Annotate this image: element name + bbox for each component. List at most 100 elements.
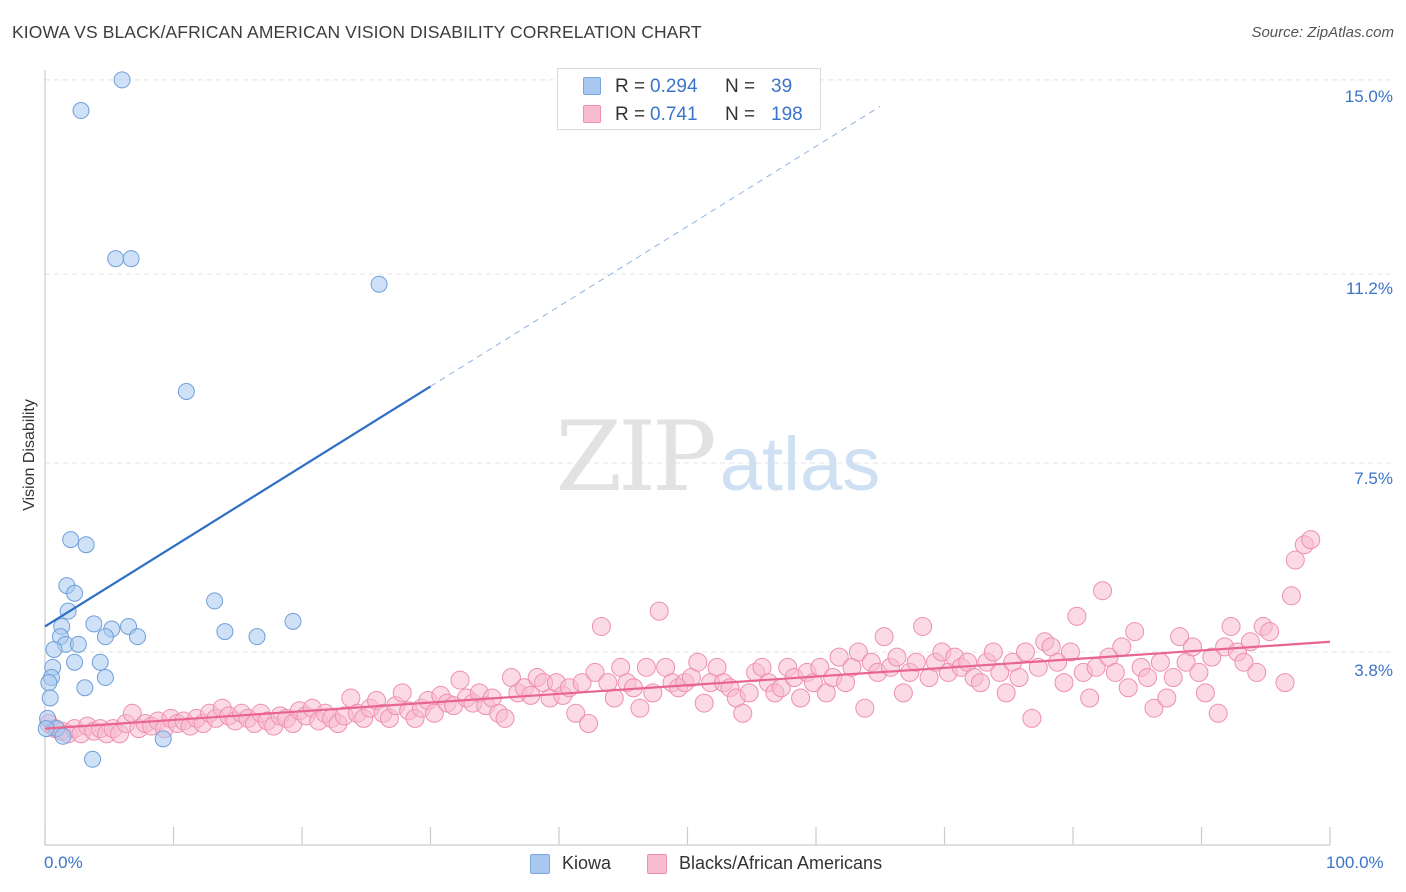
blacks-swatch: [583, 105, 601, 123]
data-point: [113, 71, 131, 89]
data-point: [424, 703, 444, 723]
trend-lines: [44, 105, 1331, 730]
data-point: [41, 689, 59, 707]
data-point: [1105, 662, 1125, 682]
data-point: [1067, 606, 1087, 626]
stats-row-blacks: R = 0.741 N = 198: [558, 101, 820, 127]
data-point: [66, 584, 84, 602]
r-label: R =: [615, 76, 646, 97]
data-point: [77, 536, 95, 554]
x-tick-min: 0.0%: [44, 853, 83, 872]
data-point: [983, 642, 1003, 662]
data-point: [906, 652, 926, 672]
data-point: [591, 616, 611, 636]
data-point: [1157, 688, 1177, 708]
data-point: [62, 531, 80, 549]
data-point: [129, 628, 147, 646]
data-point: [96, 669, 114, 687]
y-tick-15-0: 15.0%: [1344, 87, 1393, 106]
data-point: [96, 628, 114, 646]
data-point: [1195, 683, 1215, 703]
data-point: [913, 616, 933, 636]
trend-line-kiowa: [44, 385, 432, 628]
kiowa-swatch: [583, 77, 601, 95]
x-tick-max: 100.0%: [1326, 853, 1384, 872]
data-point: [1009, 668, 1029, 688]
data-point: [84, 750, 102, 768]
legend-swatch-blacks: [647, 854, 667, 874]
data-point: [791, 688, 811, 708]
data-point: [1202, 647, 1222, 667]
data-point: [887, 647, 907, 667]
correlation-stats-box: R = 0.294 N = 39 R = 0.741 N = 198: [557, 68, 821, 130]
data-point: [122, 250, 140, 268]
data-point: [76, 679, 94, 697]
data-point: [1183, 637, 1203, 657]
data-point: [72, 102, 90, 120]
data-point: [450, 670, 470, 690]
data-point: [1189, 662, 1209, 682]
data-point: [855, 698, 875, 718]
r-value: 0.741: [650, 104, 698, 125]
data-point: [848, 642, 868, 662]
data-point: [54, 727, 72, 745]
data-point: [1234, 652, 1254, 672]
data-point: [216, 623, 234, 641]
data-point: [392, 683, 412, 703]
data-point: [1060, 642, 1080, 662]
source-label: Source: ZipAtlas.com: [1251, 24, 1394, 41]
y-tick-11-2: 11.2%: [1346, 279, 1393, 298]
y-tick-3-8: 3.8%: [1354, 661, 1393, 680]
r-value: 0.294: [650, 76, 698, 97]
data-point: [154, 730, 172, 748]
data-point: [284, 612, 302, 630]
data-point: [874, 627, 894, 647]
trend-line-kiowa-extension: [430, 105, 881, 387]
data-point: [1144, 698, 1164, 718]
data-point: [1138, 668, 1158, 688]
trend-line-blacks: [44, 640, 1331, 730]
data-point: [566, 703, 586, 723]
data-point: [85, 615, 103, 633]
series-blacks-african-americans: [39, 530, 1321, 744]
data-point: [585, 662, 605, 682]
data-point: [45, 640, 63, 658]
watermark-zip: ZIP: [555, 401, 714, 513]
legend-swatch-kiowa: [530, 854, 550, 874]
legend-label-blacks: Blacks/African Americans: [679, 853, 883, 873]
data-point: [1221, 616, 1241, 636]
chart-title: KIOWA VS BLACK/AFRICAN AMERICAN VISION D…: [12, 22, 702, 42]
data-point: [107, 250, 125, 268]
data-point: [694, 693, 714, 713]
data-point: [604, 688, 624, 708]
data-point: [649, 601, 669, 621]
watermark: ZIP atlas: [555, 401, 880, 513]
data-point: [1208, 703, 1228, 723]
n-value: 39: [771, 76, 793, 97]
data-point: [1163, 668, 1183, 688]
data-point: [1301, 530, 1321, 550]
stats-row-kiowa: R = 0.294 N = 39: [558, 73, 820, 99]
data-point: [1048, 652, 1068, 672]
data-point: [1260, 622, 1280, 642]
data-point: [1281, 586, 1301, 606]
data-point: [1275, 673, 1295, 693]
data-point: [177, 382, 195, 400]
n-label: N =: [725, 104, 756, 125]
data-point: [829, 647, 849, 667]
data-point: [1170, 627, 1190, 647]
series-kiowa: [37, 71, 388, 768]
n-label: N =: [725, 76, 756, 97]
data-point: [1054, 673, 1074, 693]
data-point: [91, 653, 109, 671]
data-point: [1093, 581, 1113, 601]
r-label: R =: [615, 104, 646, 125]
data-point: [630, 698, 650, 718]
data-point: [206, 592, 224, 610]
data-point: [40, 674, 58, 692]
data-point: [1247, 662, 1267, 682]
data-point: [370, 275, 388, 293]
data-point: [579, 714, 599, 734]
data-point: [248, 628, 266, 646]
